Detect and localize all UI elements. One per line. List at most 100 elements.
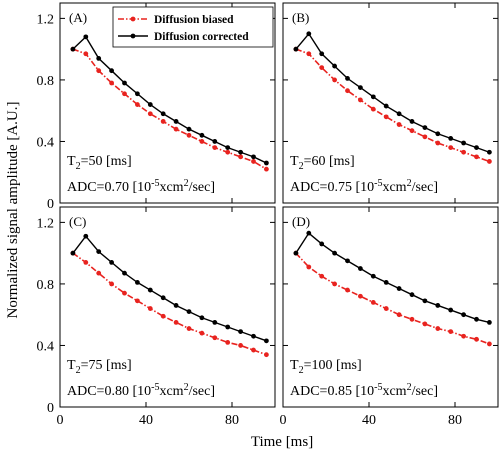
point-diffusion-biased: [251, 159, 256, 164]
point-diffusion-corrected: [238, 329, 244, 335]
point-diffusion-biased: [461, 149, 466, 155]
panel-label: (A): [69, 10, 87, 25]
point-diffusion-biased: [358, 97, 363, 103]
x-tick-label: 0: [280, 413, 287, 428]
point-diffusion-corrected: [225, 324, 231, 330]
point-diffusion-corrected: [109, 68, 114, 74]
adc-annotation: ADC=0.80 [10-5xcm2/sec]: [67, 382, 215, 399]
point-diffusion-biased: [109, 80, 114, 86]
point-diffusion-corrected: [396, 111, 402, 117]
point-diffusion-corrected: [147, 287, 153, 293]
point-diffusion-corrected: [332, 250, 337, 256]
point-diffusion-biased: [186, 326, 192, 331]
y-tick-label: 1.2: [37, 12, 55, 27]
point-diffusion-biased: [332, 77, 337, 83]
point-diffusion-biased: [122, 290, 127, 296]
point-diffusion-corrected: [135, 91, 140, 97]
point-diffusion-corrected: [474, 316, 479, 322]
point-diffusion-corrected: [186, 126, 192, 132]
legend-frame: [112, 6, 274, 48]
adc-annotation: ADC=0.75 [10-5xcm2/sec]: [290, 178, 438, 195]
x-tick-label: 80: [448, 413, 462, 428]
point-diffusion-biased: [319, 65, 325, 71]
point-diffusion-corrected: [383, 103, 389, 109]
point-diffusion-biased: [83, 259, 89, 265]
point-diffusion-corrected: [383, 279, 389, 285]
point-diffusion-corrected: [487, 149, 492, 155]
point-diffusion-biased: [173, 319, 179, 325]
point-diffusion-corrected: [448, 135, 454, 141]
point-diffusion-corrected: [358, 85, 363, 91]
point-diffusion-corrected: [319, 241, 325, 247]
t2-annotation: T2=60 [ms]: [290, 154, 355, 172]
point-diffusion-corrected: [238, 149, 244, 155]
point-diffusion-biased: [435, 140, 441, 146]
point-diffusion-biased: [264, 352, 269, 358]
point-diffusion-corrected: [122, 270, 127, 276]
series-line-diffusion-biased: [72, 48, 267, 170]
point-diffusion-corrected: [173, 119, 179, 124]
y-tick-label: 0.8: [37, 278, 55, 293]
point-diffusion-biased: [461, 333, 466, 339]
panel-frame: [282, 206, 499, 408]
point-diffusion-biased: [487, 159, 492, 164]
point-diffusion-corrected: [293, 46, 299, 52]
point-diffusion-corrected: [96, 55, 102, 61]
point-diffusion-corrected: [199, 132, 205, 138]
series-line-diffusion-corrected: [72, 235, 267, 342]
panel-1: (B) T2=60 [ms] ADC=0.75 [10-5xcm2/sec]: [282, 2, 499, 204]
point-diffusion-biased: [109, 281, 114, 287]
point-diffusion-corrected: [147, 102, 153, 107]
point-diffusion-corrected: [370, 94, 376, 100]
point-diffusion-corrected: [70, 46, 76, 52]
legend-marker: [130, 33, 136, 39]
point-diffusion-corrected: [409, 119, 415, 124]
adc-annotation: ADC=0.70 [10-5xcm2/sec]: [67, 178, 215, 195]
point-diffusion-biased: [160, 119, 166, 124]
point-diffusion-biased: [345, 287, 350, 293]
point-diffusion-corrected: [461, 312, 466, 318]
point-diffusion-corrected: [160, 295, 166, 301]
point-diffusion-corrected: [212, 319, 218, 325]
x-axis-title: Time [ms]: [251, 434, 313, 450]
point-diffusion-corrected: [370, 273, 376, 279]
point-diffusion-corrected: [358, 266, 363, 271]
series-line-diffusion-biased: [72, 252, 267, 356]
adc-annotation: ADC=0.85 [10-5xcm2/sec]: [290, 382, 438, 399]
series-line-diffusion-corrected: [295, 232, 490, 324]
point-diffusion-biased: [435, 326, 441, 331]
panel-label: (C): [69, 214, 86, 229]
point-diffusion-biased: [83, 51, 89, 57]
point-diffusion-corrected: [186, 309, 192, 315]
point-diffusion-biased: [306, 51, 312, 57]
point-diffusion-corrected: [212, 139, 218, 144]
point-diffusion-corrected: [160, 111, 166, 117]
point-diffusion-corrected: [225, 145, 231, 151]
point-diffusion-biased: [319, 273, 325, 279]
point-diffusion-biased: [212, 335, 218, 341]
y-tick-label: 0: [47, 401, 54, 416]
point-diffusion-biased: [199, 330, 205, 336]
point-diffusion-biased: [135, 102, 140, 107]
point-diffusion-corrected: [173, 303, 179, 308]
point-diffusion-corrected: [474, 145, 479, 151]
legend-label: Diffusion biased: [154, 14, 234, 26]
x-tick-label: 40: [362, 413, 376, 428]
x-tick-label: 0: [57, 413, 64, 428]
point-diffusion-corrected: [83, 34, 89, 40]
point-diffusion-corrected: [422, 298, 428, 304]
point-diffusion-biased: [306, 264, 312, 270]
point-diffusion-biased: [474, 336, 479, 342]
point-diffusion-biased: [96, 68, 102, 74]
point-diffusion-biased: [487, 341, 492, 347]
point-diffusion-biased: [264, 166, 269, 172]
legend-label: Diffusion corrected: [154, 31, 249, 43]
panel-3: 0 40 80 (D) T2=100 [ms] ADC=0.85 [10-5xcm2/se…: [280, 206, 499, 428]
point-diffusion-corrected: [487, 319, 492, 325]
y-axis-title: Normalized signal amplitude [A.U.]: [5, 101, 21, 318]
point-diffusion-biased: [186, 132, 192, 138]
point-diffusion-biased: [448, 329, 454, 335]
point-diffusion-corrected: [135, 279, 140, 285]
point-diffusion-biased: [396, 122, 402, 127]
point-diffusion-biased: [448, 145, 454, 151]
